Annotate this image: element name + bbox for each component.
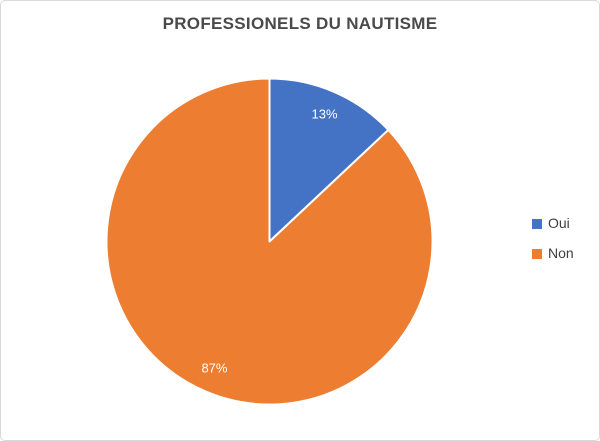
slice-label-non: 87% xyxy=(201,361,227,376)
legend-label: Oui xyxy=(548,215,570,231)
legend-label: Non xyxy=(548,245,574,261)
pie-slice-oui xyxy=(268,77,390,243)
chart-title: PROFESSIONELS DU NAUTISME xyxy=(162,14,438,33)
legend-item-oui: Oui xyxy=(532,214,574,233)
slice-label-oui: 13% xyxy=(312,106,338,121)
legend-item-non: Non xyxy=(532,244,574,263)
legend-swatch-non xyxy=(532,248,542,259)
legend-swatch-oui xyxy=(532,218,542,229)
pie-chart: 13% 87% xyxy=(105,77,434,406)
pie-slice-non xyxy=(105,77,434,406)
legend: Oui Non xyxy=(532,214,574,263)
